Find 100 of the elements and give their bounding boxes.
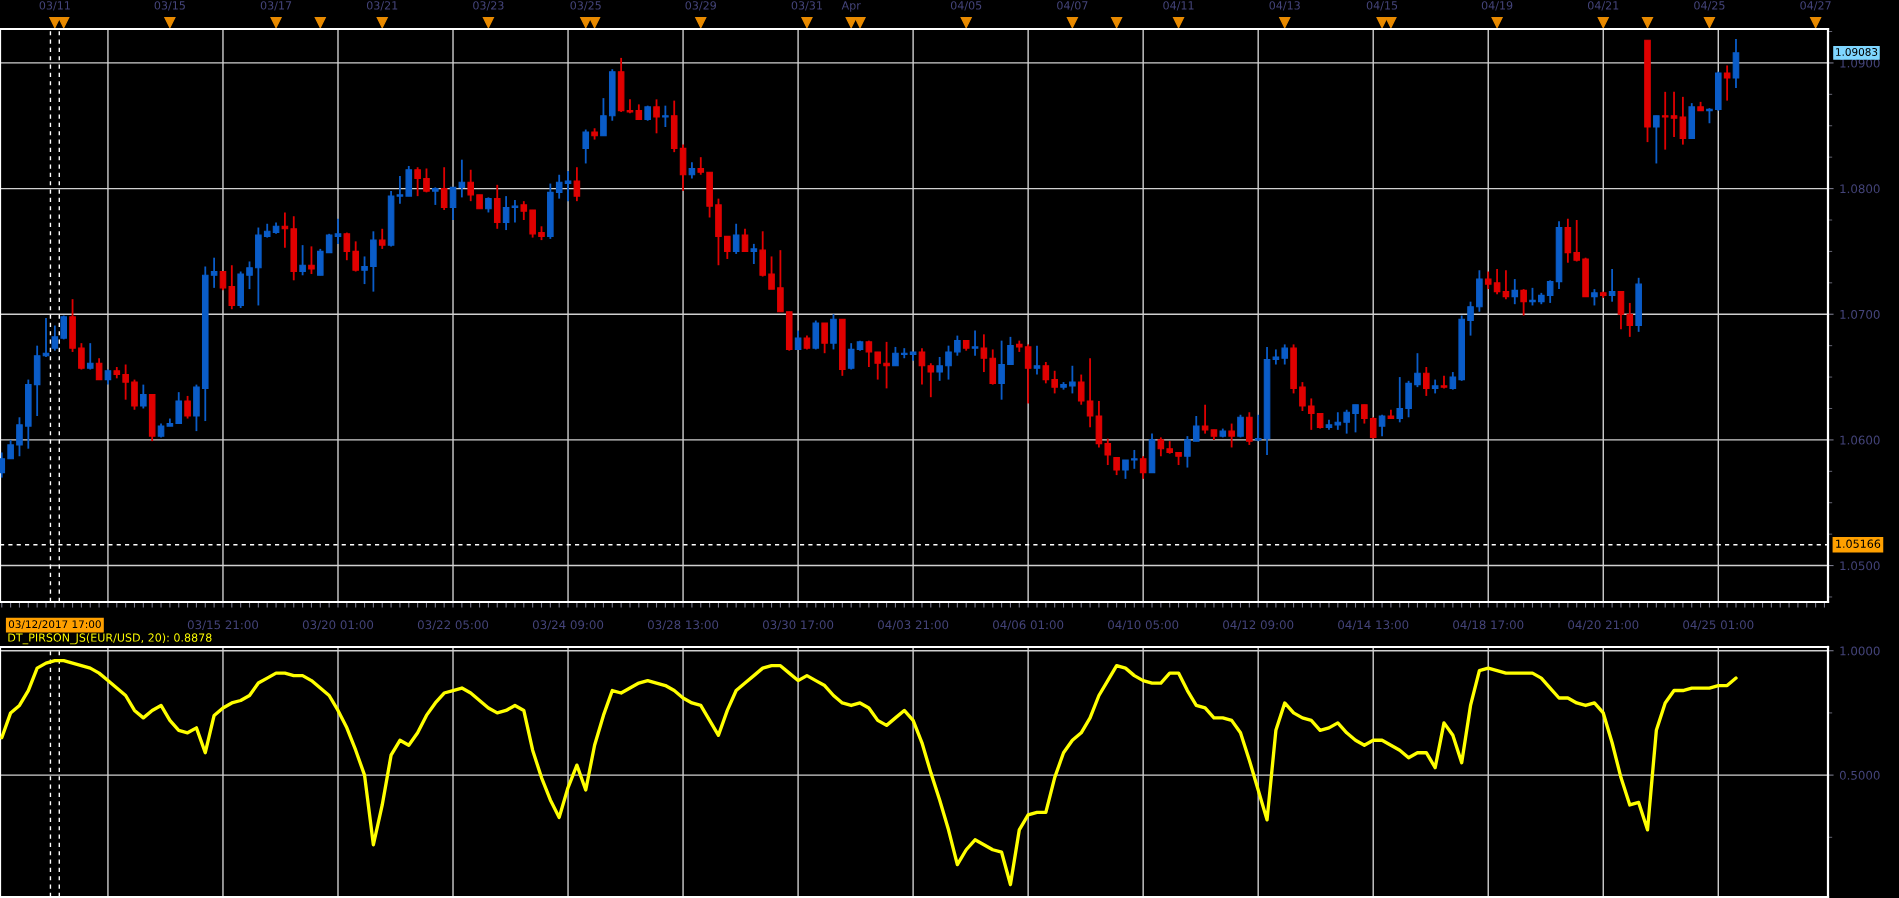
candlestick: [140, 383, 147, 410]
candlestick: [1299, 381, 1306, 412]
candlestick: [936, 356, 943, 382]
text: 03/17: [260, 1, 292, 11]
candlestick: [1502, 269, 1510, 301]
candlestick: [998, 339, 1005, 401]
x-tick-label: 04/25 01:00: [1683, 620, 1754, 631]
candlestick: [1414, 352, 1421, 389]
candlestick: [1661, 90, 1669, 151]
candlestick: [1254, 413, 1262, 443]
candlestick: [361, 255, 368, 285]
candlestick: [1086, 357, 1094, 429]
candlestick: [502, 195, 510, 231]
candlestick: [246, 260, 253, 291]
candlestick: [0, 451, 6, 479]
candlestick: [1493, 268, 1501, 296]
candlestick: [1192, 415, 1200, 443]
candlestick: [564, 170, 572, 203]
candlestick: [334, 217, 342, 245]
candlestick: [555, 173, 563, 200]
candlestick: [750, 242, 758, 265]
candlestick: [653, 98, 660, 135]
candlestick: [1131, 449, 1138, 470]
candlestick: [1157, 436, 1165, 458]
candlestick: [1723, 64, 1731, 102]
candlestick: [980, 333, 988, 373]
x-tick-label: 03/15 21:00: [187, 620, 259, 631]
candlestick: [520, 200, 528, 221]
candlestick: [794, 329, 802, 351]
text: 03/23: [473, 1, 504, 11]
candlestick: [927, 362, 935, 399]
candlestick: [582, 128, 590, 165]
text: 04/21: [1587, 1, 1619, 11]
candlestick: [821, 322, 828, 355]
text: 04/07: [1057, 1, 1088, 11]
candlestick: [1679, 95, 1687, 146]
text: 03/29: [685, 1, 716, 11]
candlestick: [1520, 288, 1527, 317]
candlestick: [1343, 408, 1350, 435]
candlestick: [1467, 300, 1474, 337]
candlestick: [1042, 361, 1050, 385]
x-tick-label: 04/18 17:00: [1453, 620, 1524, 631]
candlestick: [467, 168, 475, 203]
x-tick-label: 04/10 05:00: [1108, 620, 1179, 631]
text: 03/25: [570, 1, 601, 11]
candlestick: [1201, 403, 1209, 435]
candlestick: [741, 227, 749, 253]
candlestick: [458, 158, 466, 199]
x-tick-label: 03/24 09:00: [532, 620, 604, 631]
candlestick: [1546, 279, 1554, 304]
y-tick-label: 1.0500: [1840, 561, 1880, 571]
candlestick: [86, 342, 94, 371]
x-tick-label: 03/30 17:00: [762, 620, 834, 631]
candlestick: [529, 209, 536, 239]
candlestick: [1670, 90, 1678, 138]
text: 04/27: [1800, 1, 1831, 11]
text: 04/15: [1366, 1, 1398, 11]
candlestick: [7, 438, 14, 460]
candlestick: [414, 166, 421, 198]
text: 04/05: [950, 1, 982, 11]
candlestick: [122, 363, 129, 401]
candlestick: [493, 183, 501, 230]
candlestick: [343, 231, 351, 262]
x-tick-label: 03/12/2017 17:00: [8, 620, 101, 629]
candlestick: [1423, 366, 1430, 397]
candlestick: [228, 264, 236, 311]
candlestick: [777, 249, 784, 313]
text: 04/13: [1269, 1, 1300, 11]
candlestick: [396, 175, 404, 205]
candlestick: [892, 346, 899, 367]
candlestick: [573, 166, 581, 203]
candlestick: [16, 416, 23, 458]
candlestick: [1334, 411, 1342, 431]
candlestick: [131, 378, 138, 411]
y-tick-label: 1.0000: [1840, 646, 1880, 656]
candlestick: [1077, 373, 1085, 406]
candlestick: [1122, 459, 1129, 480]
candlestick: [1573, 219, 1581, 263]
y-tick-label: 1.0800: [1840, 184, 1880, 194]
candlestick: [847, 342, 855, 371]
text: 04/11: [1163, 1, 1194, 11]
candlestick: [299, 244, 306, 277]
candlestick: [732, 222, 740, 255]
candlestick: [768, 255, 775, 291]
candlestick: [600, 97, 607, 137]
candlestick: [1184, 435, 1191, 469]
candlestick: [219, 270, 227, 292]
text: 04/25: [1694, 1, 1725, 11]
candlestick: [1281, 343, 1289, 366]
candlestick: [1653, 114, 1660, 165]
candlestick: [724, 235, 731, 260]
text: 03/31: [791, 1, 822, 11]
y-tick-label: 1.0700: [1840, 309, 1880, 319]
candlestick: [1139, 455, 1147, 480]
candlestick: [378, 227, 386, 250]
x-tick-label: 03/28 13:00: [647, 620, 719, 631]
candlestick: [1104, 437, 1112, 466]
x-tick-label: 04/06 01:00: [993, 620, 1064, 631]
x-tick-label: 03/22 05:00: [417, 620, 489, 631]
candlestick: [830, 313, 837, 351]
